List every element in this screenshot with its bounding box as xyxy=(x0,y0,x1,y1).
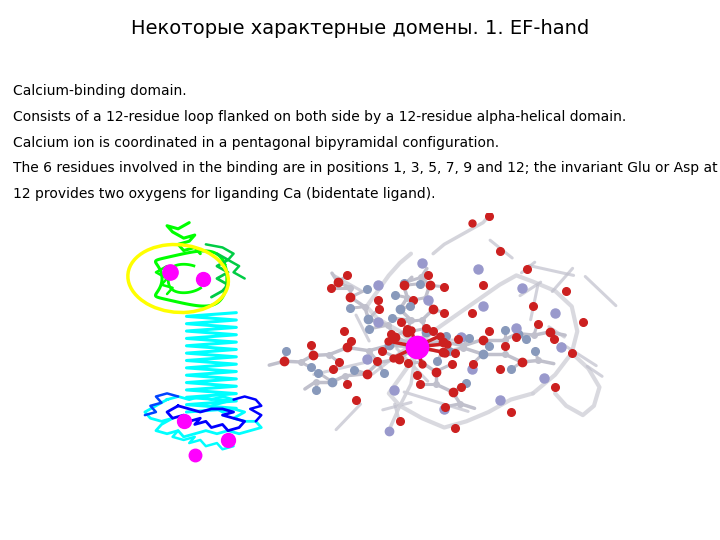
Text: Некоторые характерные домены. 1. EF-hand: Некоторые характерные домены. 1. EF-hand xyxy=(131,19,589,38)
Text: Calcium ion is coordinated in a pentagonal bipyramidal configuration.: Calcium ion is coordinated in a pentagon… xyxy=(13,136,499,150)
Text: The 6 residues involved in the binding are in positions 1, 3, 5, 7, 9 and 12; th: The 6 residues involved in the binding a… xyxy=(13,161,720,176)
Text: Calcium-binding domain.: Calcium-binding domain. xyxy=(13,84,186,98)
Text: Consists of a 12-residue loop flanked on both side by a 12-residue alpha-helical: Consists of a 12-residue loop flanked on… xyxy=(13,110,626,124)
Text: 12 provides two oxygens for liganding Ca (bidentate ligand).: 12 provides two oxygens for liganding Ca… xyxy=(13,187,436,201)
